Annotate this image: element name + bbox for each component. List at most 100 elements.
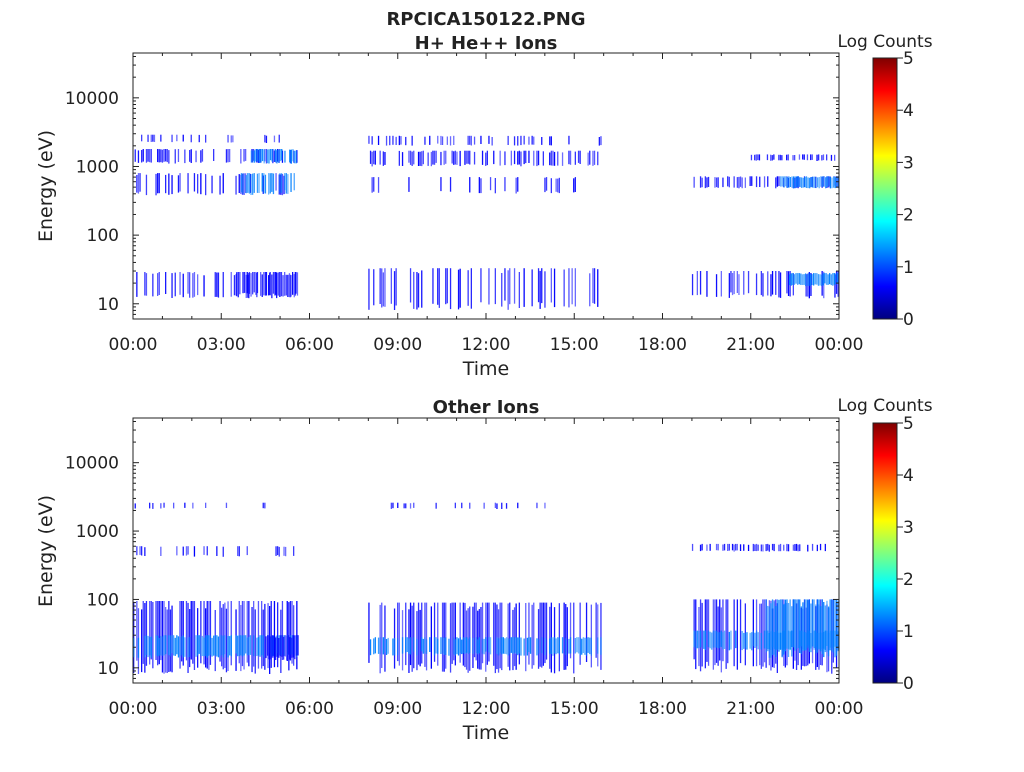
spectrogram-streak [515,177,517,194]
spectrogram-streak [826,154,828,161]
spectrogram-streak [779,543,782,552]
spectrogram-streak [371,177,373,193]
spectrogram-streak [779,599,782,650]
spectrogram-streak [141,546,143,556]
spectrogram-streak [293,150,296,164]
spectrogram-streak [751,176,753,186]
spectrogram-streak [284,272,286,296]
spectrogram-streak [800,630,802,647]
spectrogram-streak [278,638,280,658]
spectrogram-streak [246,546,248,556]
spectrogram-streak [275,637,277,660]
spectrogram-streak [173,502,175,509]
spectrogram-streak [693,599,695,660]
spectrogram-streak [504,638,506,654]
spectrogram-streak [510,150,512,166]
spectrogram-streak [797,273,799,285]
spectrogram-streak [227,636,229,658]
spectrogram-streak [261,274,263,297]
spectrogram-streak [823,632,825,649]
figure-title: RPCICA150122.PNG [386,9,585,30]
spectrogram-streak [504,177,506,192]
spectrogram-streak [470,135,472,146]
spectrogram-streak [158,149,160,163]
spectrogram-streak [585,602,588,662]
spectrogram-streak [691,543,694,551]
y-tick-label: 100 [87,590,119,610]
spectrogram-streak [271,173,273,192]
spectrogram-streak [422,638,424,654]
y-tick-label: 1000 [76,157,119,177]
spectrogram-streak [770,603,772,658]
spectrogram-streak [393,271,396,310]
spectrogram-streak [457,638,460,656]
spectrogram-streak [265,272,268,296]
spectrogram-streak [240,149,242,164]
spectrogram-streak [785,176,787,187]
spectrogram-streak [387,637,389,654]
spectrogram-streak [245,175,247,194]
spectrogram-streak [456,637,458,655]
spectrogram-streak [496,604,498,670]
spectrogram-streak [783,176,785,188]
spectrogram-streak [488,602,490,662]
spectrogram-streak [208,635,210,656]
spectrogram-streak [279,173,281,193]
spectrogram-streak [155,173,157,196]
spectrogram-streak [282,275,284,297]
spectrogram-streak [250,174,252,195]
spectrogram-streak [158,272,160,295]
spectrogram-streak [262,502,264,509]
spectrogram-streak [416,638,418,656]
spectrogram-streak [419,609,421,667]
x-axis: 00:00 03:00 06:00 09:00 12:00 15:00 18:00 21:00… [109,53,864,355]
spectrogram-streak [792,599,794,648]
spectrogram-streak [187,637,189,658]
spectrogram-streak [525,603,527,672]
spectrogram-streak [593,150,596,165]
y-axis-label: Energy (eV) [35,130,57,242]
colorbar-gradient [872,57,898,320]
spectrogram-streak [800,606,802,655]
spectrogram-streak [552,150,554,166]
spectrogram-streak [277,272,279,296]
spectrogram-streak [779,154,781,161]
spectrogram-streak [812,176,814,188]
spectrogram-streak [779,632,782,650]
spectrogram-streak [230,135,232,143]
spectrogram-streak [699,630,702,648]
colorbar-tick-label: 2 [903,206,914,226]
spectrogram-streak [374,637,376,654]
spectrogram-streak [523,135,525,145]
spectrogram-streak [489,177,492,191]
spectrogram-streak [781,631,783,651]
spectrogram-streak [793,274,796,285]
spectrogram-streak [704,176,706,189]
spectrogram-streak [411,135,413,146]
spectrogram-streak [473,136,476,145]
spectrogram-streak [821,155,823,161]
spectrogram-streak [160,635,162,656]
spectrogram-streak [819,606,822,652]
spectrogram-streak [296,272,299,296]
spectrogram-streak [807,630,809,648]
spectrogram-streak [268,275,270,296]
spectrogram-streak [465,150,468,164]
spectrogram-streak [751,632,753,651]
spectrogram-streak [144,635,146,658]
spectrogram-streak [709,631,711,649]
spectrogram-streak [542,602,544,666]
spectrogram-streak [259,149,261,163]
spectrogram-streak [810,177,812,188]
spectrogram-streak [730,630,732,650]
spectrogram-streak [573,178,575,193]
spectrogram-streak [600,637,602,655]
spectrogram-streak [574,151,576,165]
spectrogram-streak [829,630,831,648]
spectrogram-streak [747,544,750,551]
spectrogram-streak [579,602,581,665]
spectrogram-streak [754,544,756,551]
spectrogram-streak [811,599,814,647]
colorbar-tick-label: 1 [903,622,914,642]
spectrogram-streak [810,603,812,653]
